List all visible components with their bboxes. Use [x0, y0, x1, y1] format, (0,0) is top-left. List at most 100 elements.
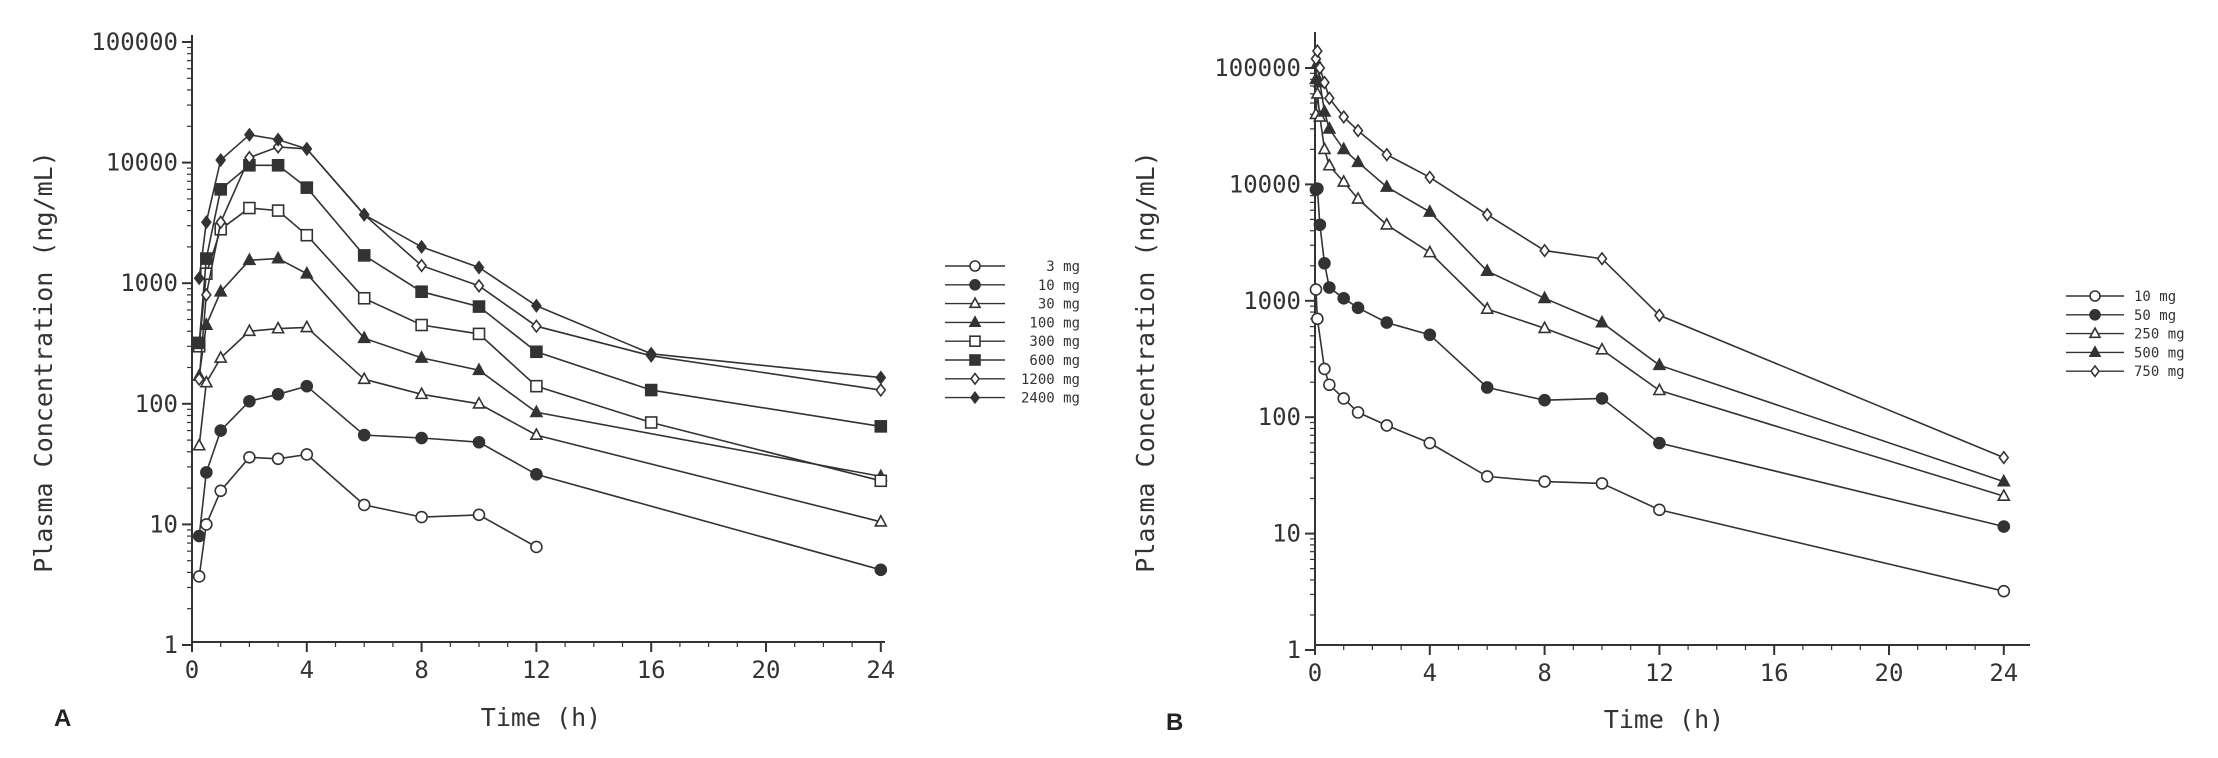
panel-b-data-point: [1354, 125, 1363, 137]
panel-a-y-tick-label: 1000: [120, 269, 178, 297]
panel-b-data-point: [1324, 379, 1335, 390]
panel-b-x-tick-label: 0: [1308, 659, 1322, 687]
panel-b-data-point: [1382, 149, 1391, 161]
panel-b-x-tick-label: 16: [1760, 659, 1789, 687]
panel-a-data-point: [474, 509, 485, 520]
panel-b-data-point: [1998, 586, 2009, 597]
panel-a-data-point: [273, 205, 284, 216]
panel-a-legend-label: 100 mg: [1029, 315, 1080, 331]
panel-a-data-point: [416, 286, 427, 297]
panel-a-data-point: [216, 154, 225, 166]
panel-b-data-point: [1381, 181, 1392, 191]
panel-b-data-point: [1314, 219, 1325, 230]
panel-b-x-axis-label: Time (h): [1604, 705, 1724, 734]
panel-b-data-point: [1312, 183, 1323, 194]
panel-a-data-point: [301, 230, 312, 241]
panel-a-legend-label: 3 mg: [1046, 259, 1080, 275]
panel-a-legend-label: 1200 mg: [1021, 372, 1080, 388]
panel-a-data-point: [201, 467, 212, 478]
panel-b-series-line: [1316, 51, 2004, 458]
panel-a-y-tick-label: 1: [164, 631, 178, 659]
panel-b-data-point: [1424, 246, 1435, 256]
panel-b-data-point: [1539, 395, 1550, 406]
panel-a-data-point: [875, 564, 886, 575]
panel-a-data-point: [531, 429, 542, 439]
panel-a-legend-entry: 3 mg: [945, 259, 1080, 275]
panel-a-x-tick-label: 4: [300, 656, 314, 684]
panel-a-legend-marker: [970, 355, 980, 365]
panel-b-data-point: [1539, 292, 1550, 302]
panel-a-data-point: [531, 469, 542, 480]
panel-a-y-tick-label: 100: [135, 390, 178, 418]
panel-a-data-point: [417, 241, 426, 253]
panel-a-data-point: [475, 262, 484, 274]
panel-a-legend-marker: [971, 374, 979, 385]
panel-a-legend-entry: 300 mg: [945, 334, 1080, 350]
panel-a-y-axis-label: Plasma Concentration (ng/mL): [29, 151, 58, 572]
panel-a-data-point: [301, 381, 312, 392]
panel-b-data-point: [1999, 452, 2008, 464]
panel-a-data-point: [474, 328, 485, 339]
panel-a-data-point: [201, 519, 212, 530]
panel-a-data-point: [531, 346, 542, 357]
panel-b-letter: B: [1166, 709, 1183, 736]
panel-a-x-tick-label: 16: [637, 656, 666, 684]
panel-a-x-tick-label: 0: [185, 656, 199, 684]
panel-b-data-point: [1540, 245, 1549, 257]
panel-a-data-point: [359, 293, 370, 304]
panel-a-letter: A: [54, 705, 71, 732]
panel-a-data-point: [359, 499, 370, 510]
panel-b-legend-entry: 50 mg: [2066, 308, 2176, 324]
panel-b-data-point: [1312, 313, 1323, 324]
panel-b-legend-entry: 10 mg: [2066, 289, 2176, 305]
panel-b-series-500-mg: [1310, 57, 2009, 486]
panel-b-data-point: [1654, 359, 1665, 369]
panel-a-x-tick-label: 20: [752, 656, 781, 684]
panel-a-x-axis-label: Time (h): [481, 703, 601, 732]
panel-a-data-point: [416, 512, 427, 523]
panel-b-data-point: [1483, 209, 1492, 221]
panel-a-data-point: [532, 320, 541, 332]
panel-a-y-tick-label: 10000: [106, 149, 178, 177]
panel-b-data-point: [1998, 521, 2009, 532]
panel-b-x-tick-label: 20: [1875, 659, 1904, 687]
panel-b-x-tick-label: 4: [1423, 659, 1437, 687]
panel-a-legend-marker: [970, 280, 980, 290]
panel-b-data-point: [1353, 156, 1364, 166]
panel-b-data-point: [1424, 329, 1435, 340]
panel-b-legend-label: 10 mg: [2134, 289, 2176, 305]
panel-a-legend-entry: 2400 mg: [945, 391, 1080, 407]
panel-a-data-point: [273, 453, 284, 464]
panel-b-legend-label: 50 mg: [2134, 308, 2176, 324]
panel-b-legend-entry: 500 mg: [2066, 345, 2185, 361]
panel-a-legend-entry: 10 mg: [945, 278, 1080, 294]
panel-b-data-point: [1324, 160, 1335, 170]
panel-b-x-tick-label: 24: [1989, 659, 2018, 687]
panel-b-y-tick-label: 1000: [1243, 287, 1301, 315]
panel-b-data-point: [1424, 206, 1435, 216]
panel-a-data-point: [215, 485, 226, 496]
panel-b-data-point: [1482, 471, 1493, 482]
panel-b-data-point: [1324, 123, 1335, 133]
panel-a-data-point: [474, 437, 485, 448]
panel-a-data-point: [474, 301, 485, 312]
panel-b-y-axis-label: Plasma Concentration (ng/mL): [1131, 151, 1160, 572]
panel-b-data-point: [1319, 143, 1330, 153]
panel-b-data-point: [1310, 284, 1321, 295]
panel-b-data-point: [1597, 478, 1608, 489]
panel-a-data-point: [301, 321, 312, 331]
panel-b-series-50-mg: [1310, 183, 2009, 532]
panel-b-series-line: [1316, 63, 2004, 481]
panel-a-legend-entry: 30 mg: [945, 297, 1080, 313]
panel-a-data-point: [194, 531, 205, 542]
panel-b-y-tick-label: 100000: [1214, 54, 1301, 82]
panel-a-series-300-mg: [194, 203, 887, 487]
panel-a-data-point: [244, 203, 255, 214]
panel-b-data-point: [1338, 393, 1349, 404]
panel-a-data-point: [876, 372, 885, 384]
panel-b-data-point: [1539, 476, 1550, 487]
panel-a-data-point: [273, 160, 284, 171]
panel-b-y-tick-label: 10000: [1229, 170, 1301, 198]
panel-a-legend-marker: [970, 298, 980, 307]
